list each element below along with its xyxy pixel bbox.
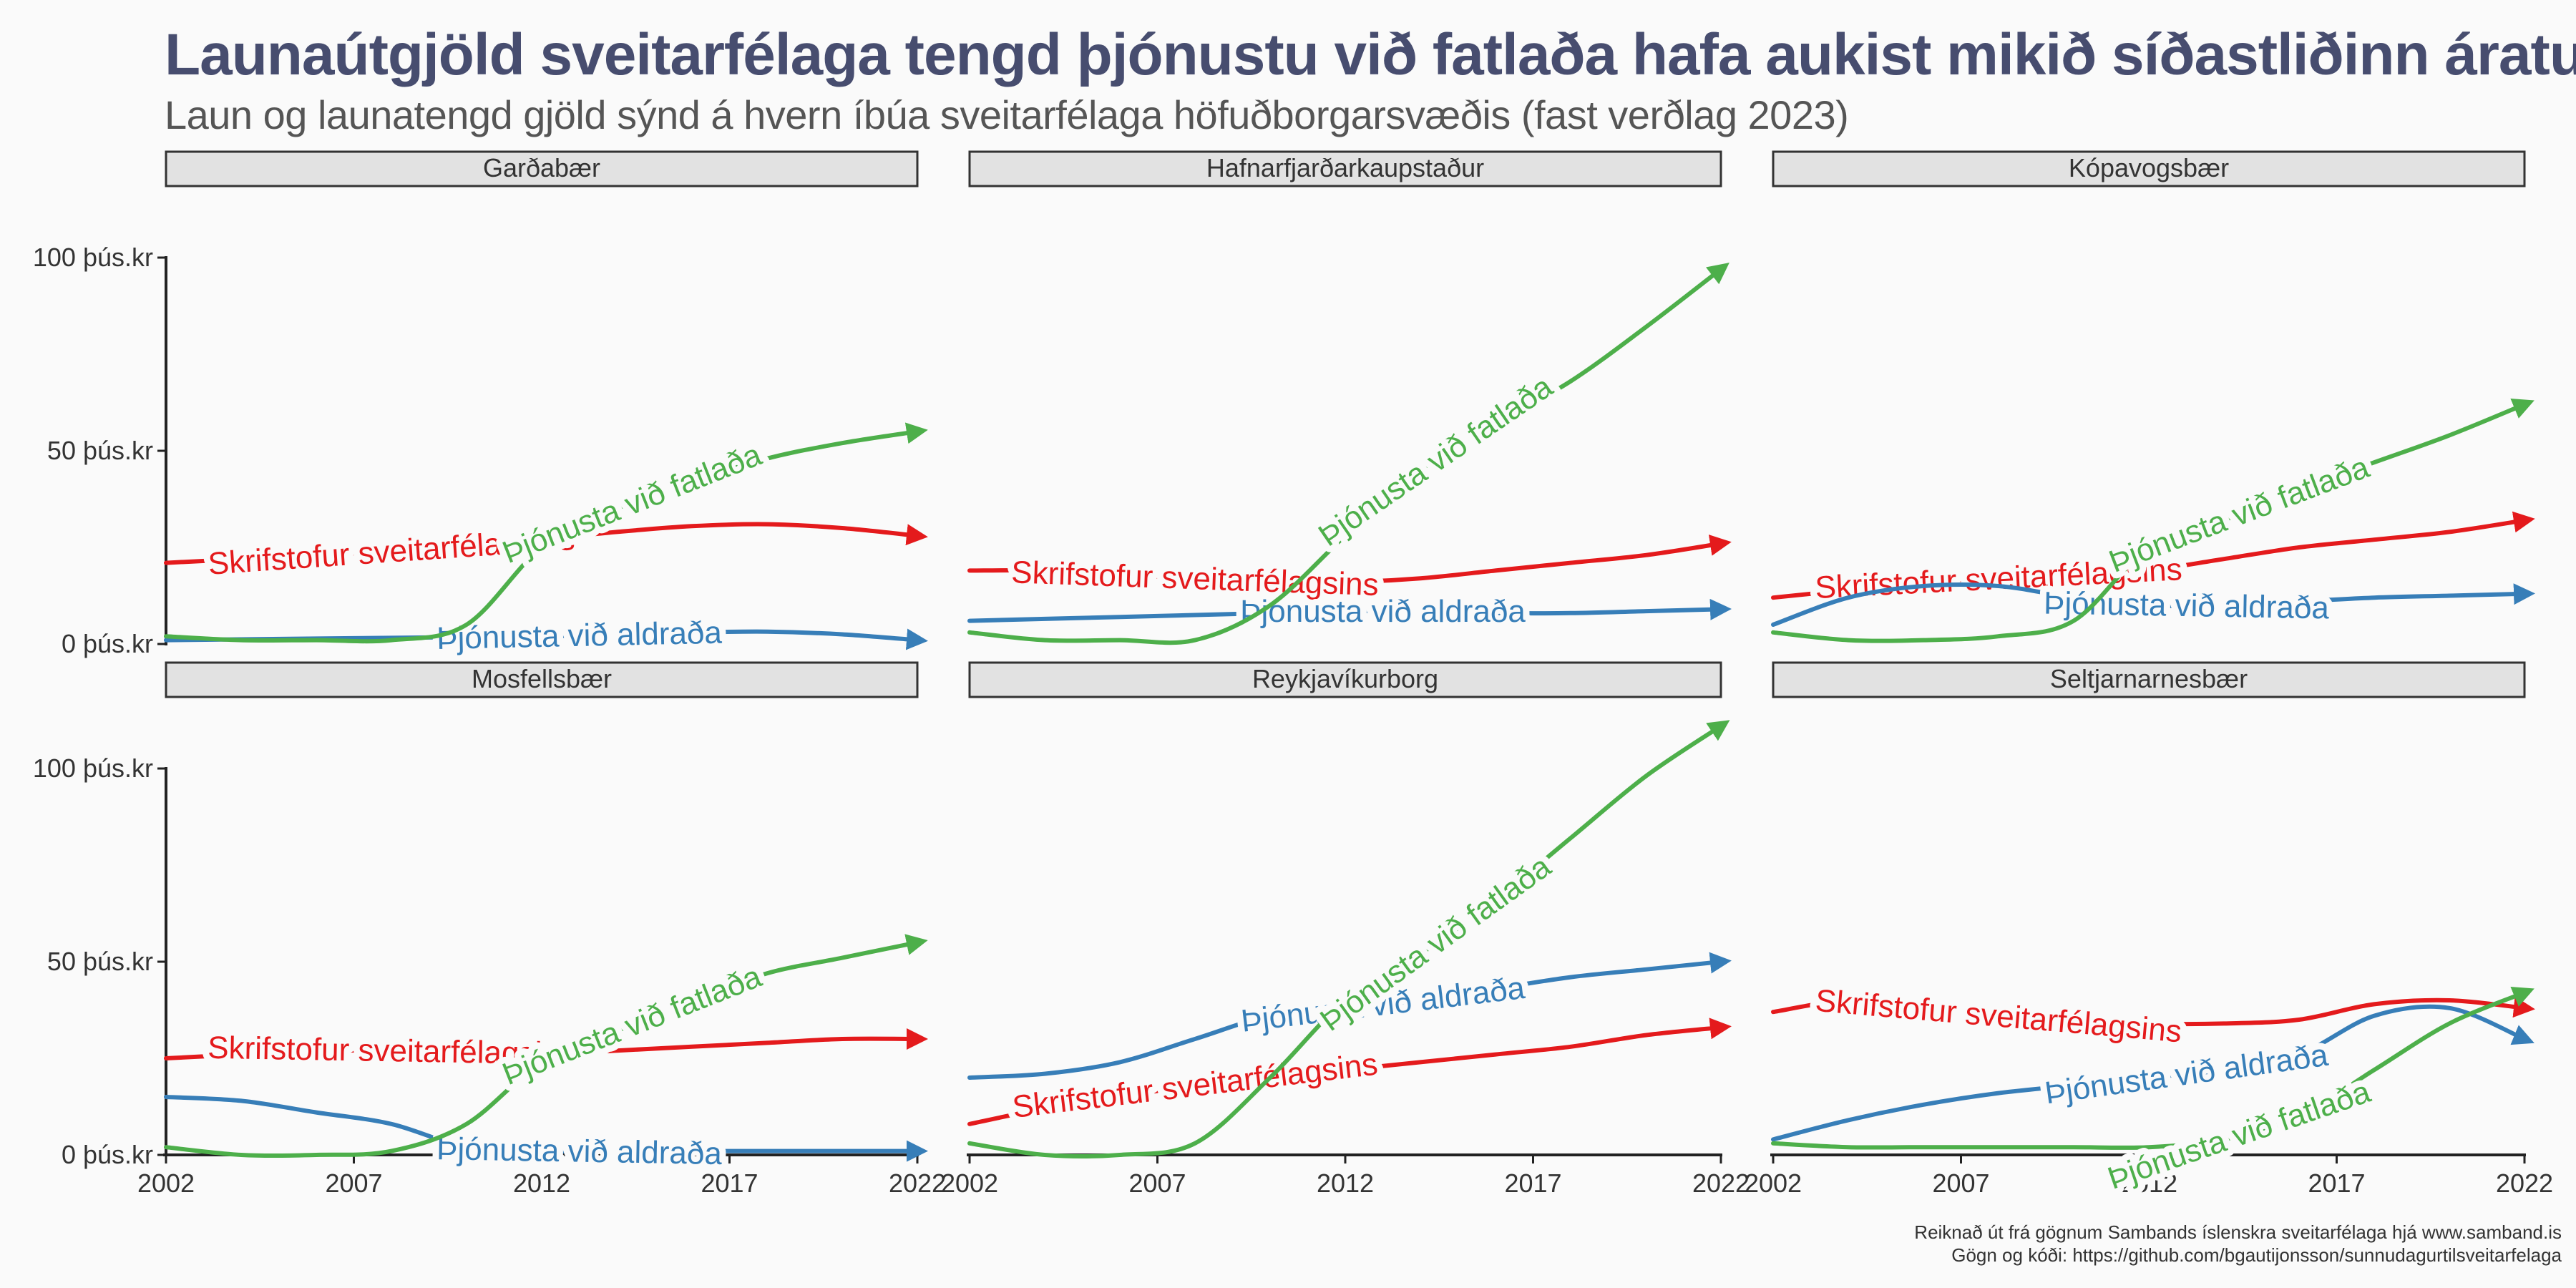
x-tick-label: 2017 (1504, 1169, 1561, 1198)
facet-seltjarnarnesbaer: Seltjarnarnesbær 2002 2007 2012 2017 2022 Skri… (1745, 661, 2553, 1203)
facet-reykjavikurborg: Reykjavíkurborg 2002 2007 2012 2017 2022 Skrif… (941, 661, 1750, 1198)
facet-strip-label: Seltjarnarnesbær (2050, 664, 2248, 693)
facet-strip-label: Hafnarfjarðarkaupstaður (1206, 153, 1484, 182)
facet-strip (1772, 661, 2526, 698)
caption-line-source: Reiknað út frá gögnum Sambands íslenskra… (1914, 1221, 2562, 1243)
x-tick-label: 2007 (325, 1169, 382, 1198)
series-label-thjonusta-vid-aldrada: Þjónusta við aldraða (436, 615, 723, 656)
series-line-skrifstofur-sveitarfelagsins (1771, 511, 2535, 600)
series-line-thjonusta-vid-fatlada (967, 720, 1730, 1159)
y-tick-label: 100 þús.kr (33, 243, 153, 272)
series-label-thjonusta-vid-aldrada: Þjónusta við aldraða (1240, 594, 1526, 629)
y-tick-label: 0 þús.kr (62, 1140, 153, 1169)
series-label-thjonusta-vid-aldrada: Þjónusta við aldraða (436, 1131, 723, 1171)
facet-strip (968, 661, 1722, 698)
series-line-skrifstofur-sveitarfelagsins (1771, 996, 2535, 1027)
series-line-thjonusta-vid-aldrada (967, 598, 1732, 623)
x-tick-label: 2002 (941, 1169, 998, 1198)
facet-strip (968, 150, 1722, 187)
series-line-thjonusta-vid-aldrada (1771, 1004, 2534, 1142)
chart-subtitle: Laun og launatengd gjöld sýnd á hvern íb… (165, 92, 1849, 137)
facet-strip-label: Mosfellsbær (472, 664, 612, 693)
series-label-skrifstofur-sveitarfelagsins: Skrifstofur sveitarfélagsins (1814, 983, 2183, 1050)
series-label-thjonusta-vid-fatlada: Þjónusta við fatlaða (498, 959, 767, 1093)
series-line-skrifstofur-sveitarfelagsins (967, 535, 1732, 585)
facet-strip (1772, 150, 2526, 187)
series-line-thjonusta-vid-fatlada (1771, 399, 2534, 643)
series-line-thjonusta-vid-fatlada (164, 934, 928, 1158)
y-tick-label: 100 þús.kr (33, 753, 153, 783)
x-tick-label: 2022 (2496, 1169, 2553, 1198)
x-tick-label: 2017 (701, 1169, 758, 1198)
x-tick-label: 2022 (1692, 1169, 1750, 1198)
y-tick-label: 50 þús.kr (47, 947, 153, 976)
facet-strip-label: Reykjavíkurborg (1252, 664, 1438, 693)
series-line-skrifstofur-sveitarfelagsins (164, 522, 928, 565)
x-tick-label: 2007 (1932, 1169, 1989, 1198)
series-label-thjonusta-vid-fatlada: Þjónusta við fatlaða (2104, 449, 2374, 580)
series-line-thjonusta-vid-fatlada (164, 422, 928, 644)
series-line-thjonusta-vid-aldrada (164, 1095, 928, 1162)
y-tick-label: 0 þús.kr (62, 629, 153, 658)
x-tick-label: 2012 (513, 1169, 570, 1198)
chart-title: Launaútgjöld sveitarfélaga tengd þjónust… (165, 22, 2576, 87)
x-tick-label: 2017 (2308, 1169, 2365, 1198)
x-tick-label: 2022 (889, 1169, 946, 1198)
facet-mosfellsbaer: Mosfellsbær 0 þús.kr 50 þús.kr 100 þús.kr 20… (33, 661, 946, 1198)
facet-strip-label: Kópavogsbær (2069, 153, 2229, 182)
series-label-thjonusta-vid-fatlada: Þjónusta við fatlaða (1312, 369, 1559, 553)
series-label-skrifstofur-sveitarfelagsins: Skrifstofur sveitarfélagsins (208, 1030, 575, 1072)
facet-strip-label: Garðabær (483, 153, 600, 182)
series-line-skrifstofur-sveitarfelagsins (164, 1028, 928, 1060)
series-label-thjonusta-vid-aldrada: Þjónusta við aldraða (2044, 586, 2330, 626)
x-tick-label: 2007 (1128, 1169, 1186, 1198)
x-tick-label: 2002 (137, 1169, 195, 1198)
series-line-thjonusta-vid-fatlada (1771, 987, 2534, 1150)
caption-line-code: Gögn og kóði: https://github.com/bgautij… (1951, 1244, 2562, 1266)
series-line-thjonusta-vid-aldrada (967, 952, 1732, 1080)
x-tick-label: 2012 (2120, 1169, 2177, 1198)
facet-strip (165, 150, 919, 187)
chart-caption: Reiknað út frá gögnum Sambands íslenskra… (1914, 1221, 2562, 1267)
series-line-thjonusta-vid-aldrada (1771, 582, 2535, 627)
x-tick-label: 2002 (1745, 1169, 1802, 1198)
y-tick-label: 50 þús.kr (47, 436, 153, 465)
series-line-skrifstofur-sveitarfelagsins (967, 1018, 1732, 1126)
series-label-skrifstofur-sveitarfelagsins: Skrifstofur sveitarfélagsins (1010, 1047, 1380, 1125)
series-line-thjonusta-vid-fatlada (967, 263, 1729, 645)
facet-strip (165, 661, 919, 698)
series-label-thjonusta-vid-fatlada: Þjónusta við fatlaða (498, 437, 767, 571)
x-tick-label: 2012 (1317, 1169, 1374, 1198)
